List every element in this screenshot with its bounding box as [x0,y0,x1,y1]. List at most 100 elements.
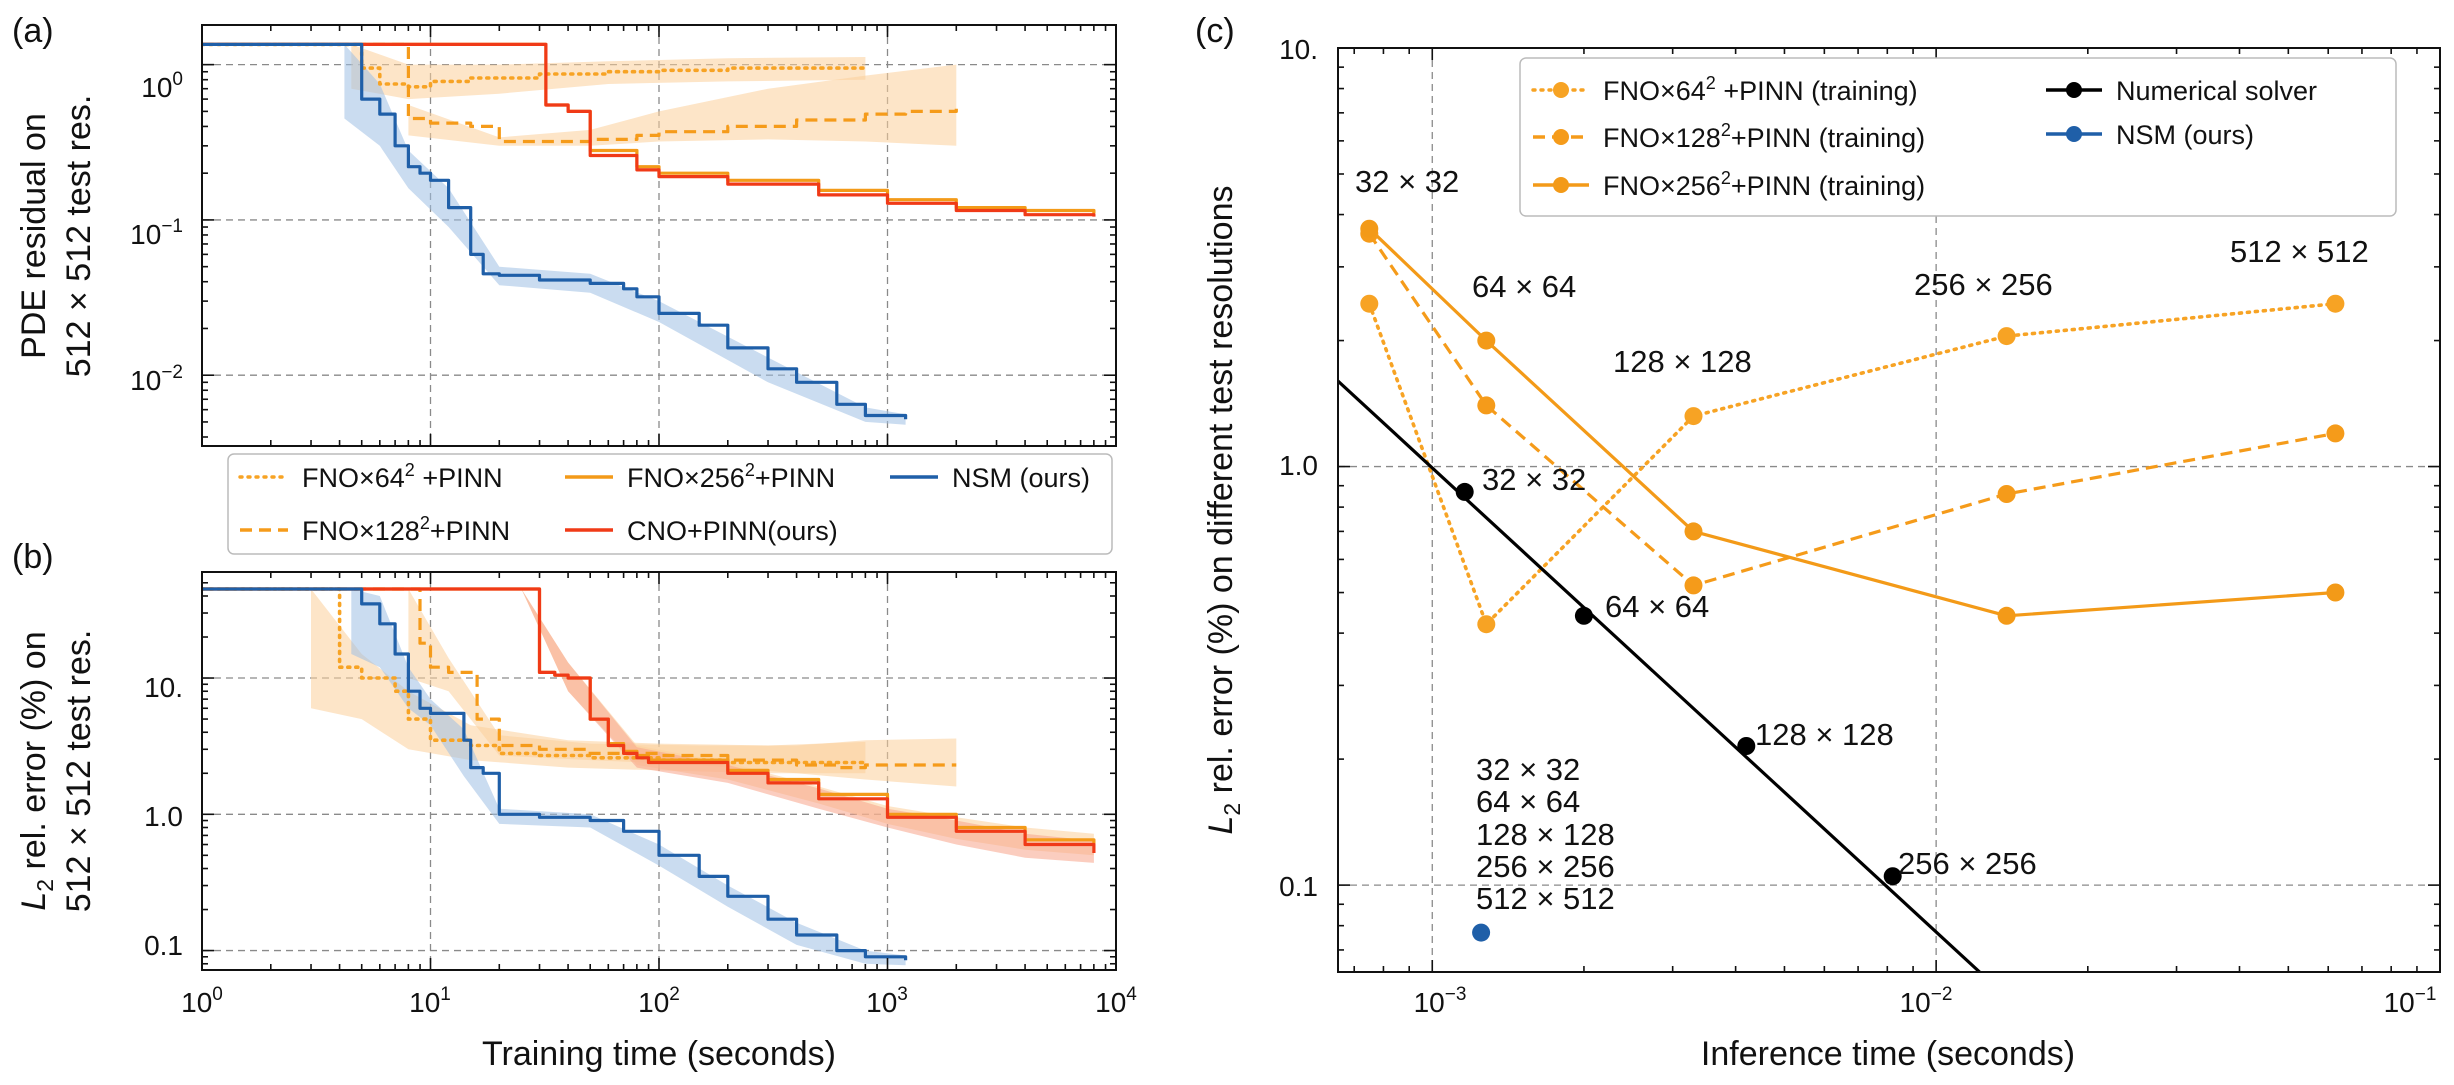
xtick-label-1e2: 102 [638,984,680,1018]
point-fno-64-pinn-training- [2326,294,2345,313]
annot-nsm-64: 64 × 64 [1476,784,1580,819]
legend-c-item-fno256: FNO×2562+PINN (training) [1533,168,1925,201]
annot-64-top: 64 × 64 [1472,269,1576,304]
legend-c-fno64-label: FNO×642 +PINN (training) [1603,73,1918,106]
ytick-label-1e-2: 10−2 [130,362,183,396]
point-fno-256-pinn-training- [2326,583,2345,602]
point-fno-128-pinn-training- [1684,576,1703,595]
band-fno-128-pinn [408,589,957,787]
legend-ab-item-cno: CNO+PINN(ours) [565,516,838,546]
annot-solver-128: 128 × 128 [1755,717,1894,752]
legend-ab-item-fno256: FNO×2562+PINN [565,460,835,493]
panel-b-xtick-labels: 100 101 102 103 104 [181,984,1137,1018]
point-fno-256-pinn-training- [1477,331,1496,350]
line-numerical-solver [1338,379,1981,972]
point-fno-128-pinn-training- [1997,485,2016,503]
legend-ab-box [227,453,1113,555]
legend-c-item-fno64: FNO×642 +PINN (training) [1531,73,1918,106]
panel-a-label: (a) [12,12,54,50]
legend-c-fno256-marker [1553,177,1569,193]
panel-c: (c) 10. 1.0 0.1 10−3 10−2 10−1 Inference… [1195,12,2441,1073]
legend-nsm-label: NSM (ours) [952,463,1090,493]
legend-c-nsm-marker [2066,126,2082,142]
legend-c-fno128-label: FNO×1282+PINN (training) [1603,120,1925,153]
c-xtick-label-1e-3: 10−3 [1414,984,1467,1018]
point-numerical-solver [1737,737,1756,755]
line-cno-pinn-ours- [202,587,1096,853]
c-ytick-label-1: 1.0 [1279,450,1318,481]
band-cno-pinn-ours- [521,589,1094,863]
panel-b-ylabel-line2: 512 × 512 test res. [60,630,98,913]
legend-c-item-solver: Numerical solver [2046,76,2317,106]
panel-a-ylabel-line1: PDE residual on [15,113,53,359]
legend-c: FNO×642 +PINN (training) FNO×1282+PINN (… [1519,57,2397,217]
line-fno-128-pinn [202,587,957,770]
legend-ab-item-fno128: FNO×1282+PINN [240,513,510,546]
panel-c-markers [1360,219,2345,942]
ytick-label-0-1: 0.1 [144,930,183,961]
point-numerical-solver [1574,606,1593,625]
panel-c-label: (c) [1195,12,1235,50]
point-fno-64-pinn-training- [1360,294,1379,313]
point-numerical-solver [1883,867,1902,886]
panel-a-grid [202,25,1116,446]
annot-solver-32: 32 × 32 [1482,462,1586,497]
c-xtick-label-1e-2: 10−2 [1900,984,1953,1018]
annot-32-top: 32 × 32 [1355,164,1459,199]
panel-a-ylabel-line2: 512 × 512 test res. [60,95,98,378]
point-fno-256-pinn-training- [1360,219,1379,238]
panel-b-ticks [201,571,1117,970]
legend-ab-item-nsm: NSM (ours) [890,463,1090,493]
line-fno-128-pinn [202,42,958,144]
legend-fno64-label: FNO×642 +PINN [302,460,503,493]
band-fno-256-pinn [521,589,1094,856]
panel-c-xtick-labels: 10−3 10−2 10−1 [1414,984,2437,1018]
point-fno-64-pinn-training- [1477,615,1496,634]
point-fno-256-pinn-training- [1684,522,1703,541]
panel-c-ticks [1338,47,2441,972]
xtick-label-1e3: 103 [866,984,908,1018]
ytick-label-1: 1.0 [144,801,183,832]
annot-nsm-256: 256 × 256 [1476,849,1615,884]
panel-a: (a) 100 10−1 10−2 PDE residual on 512 × … [12,12,1117,447]
xtick-label-1e1: 101 [409,984,451,1018]
ytick-label-10: 10. [144,672,183,703]
legend-c-item-nsm: NSM (ours) [2046,120,2254,150]
legend-c-solver-label: Numerical solver [2116,76,2317,106]
legend-c-fno128-marker [1553,129,1569,145]
panel-a-bands [344,44,957,425]
legend-c-solver-marker [2066,82,2082,98]
annot-256-top: 256 × 256 [1914,267,2053,302]
panel-b: (b) 10. 1.0 0.1 100 101 102 103 104 Trai… [12,538,1137,1073]
point-fno-128-pinn-training- [1477,396,1496,415]
panel-c-annotations: 32 × 32 64 × 64 128 × 128 256 × 256 512 … [1355,164,2369,916]
annot-nsm-512: 512 × 512 [1476,881,1615,916]
point-fno-128-pinn-training- [2326,424,2345,443]
annot-128-top: 128 × 128 [1613,344,1752,379]
ytick-label-1e0: 100 [141,69,183,103]
panel-c-grid [1338,48,2440,972]
panel-b-label: (b) [12,538,54,576]
line-cno-pinn-ours- [202,42,1096,217]
legend-c-fno64-marker [1553,82,1569,98]
panel-b-xlabel: Training time (seconds) [482,1035,836,1073]
xtick-label-1e0: 100 [181,984,223,1018]
legend-fno128-label: FNO×1282+PINN [302,513,510,546]
c-xtick-label-1e-1: 10−1 [2384,984,2437,1018]
legend-c-item-fno128: FNO×1282+PINN (training) [1533,120,1925,153]
c-ytick-label-10: 10. [1279,34,1318,65]
legend-ab-item-fno64: FNO×642 +PINN [238,460,503,493]
panel-c-ylabel: L2 rel. error (%) on different test reso… [1202,185,1245,834]
line-nsm-ours- [202,42,908,420]
line-nsm-ours- [202,587,908,961]
panel-b-ytick-labels: 10. 1.0 0.1 [144,672,183,961]
legend-cno-label: CNO+PINN(ours) [627,516,838,546]
panel-c-xlabel: Inference time (seconds) [1701,1035,2075,1073]
band-fno-128-pinn [408,64,957,146]
annot-nsm-128: 128 × 128 [1476,817,1615,852]
point-nsm-ours- [1472,923,1491,942]
panel-a-lines [202,42,1096,420]
point-fno-64-pinn-training- [1997,327,2016,346]
panel-a-ticks [201,25,1117,446]
